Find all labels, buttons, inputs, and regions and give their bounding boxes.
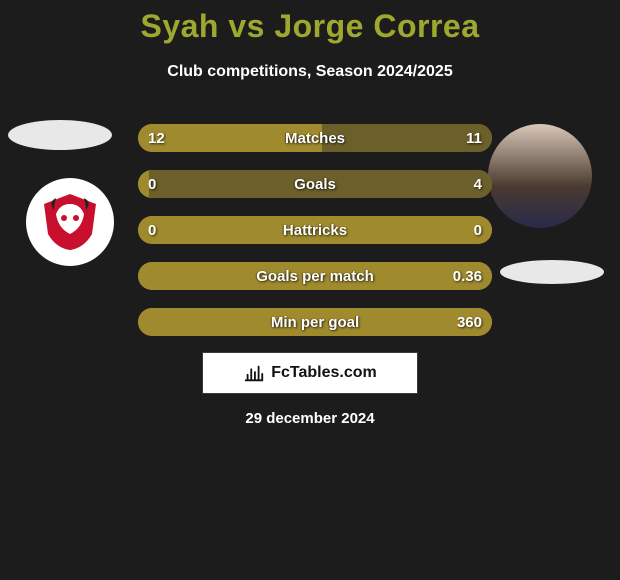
source-logo-text: FcTables.com: [271, 364, 377, 382]
subtitle: Club competitions, Season 2024/2025: [0, 63, 620, 81]
stat-row: 0Hattricks0: [138, 216, 492, 244]
bar-chart-icon: [243, 362, 265, 384]
player-right-avatar: [488, 124, 592, 228]
stat-label: Matches: [138, 124, 492, 152]
page-title: Syah vs Jorge Correa: [0, 0, 620, 45]
stat-right-value: 4: [474, 170, 482, 198]
bull-shield-icon: [38, 190, 102, 254]
club-left-logo: [26, 178, 114, 266]
stat-label: Hattricks: [138, 216, 492, 244]
stat-right-value: 11: [466, 124, 482, 152]
club-right-placeholder: [500, 260, 604, 284]
stat-row: 0Goals4: [138, 170, 492, 198]
stat-right-value: 0.36: [453, 262, 482, 290]
source-logo: FcTables.com: [202, 352, 418, 394]
stat-right-value: 0: [474, 216, 482, 244]
stat-label: Goals: [138, 170, 492, 198]
stat-label: Goals per match: [138, 262, 492, 290]
stat-label: Min per goal: [138, 308, 492, 336]
stat-right-value: 360: [457, 308, 482, 336]
comparison-infographic: Syah vs Jorge Correa Club competitions, …: [0, 0, 620, 580]
stat-row: 12Matches11: [138, 124, 492, 152]
stat-row: Goals per match0.36: [138, 262, 492, 290]
date-label: 29 december 2024: [0, 410, 620, 427]
stat-row: Min per goal360: [138, 308, 492, 336]
player-left-placeholder: [8, 120, 112, 150]
stat-bars: 12Matches110Goals40Hattricks0Goals per m…: [138, 124, 492, 354]
